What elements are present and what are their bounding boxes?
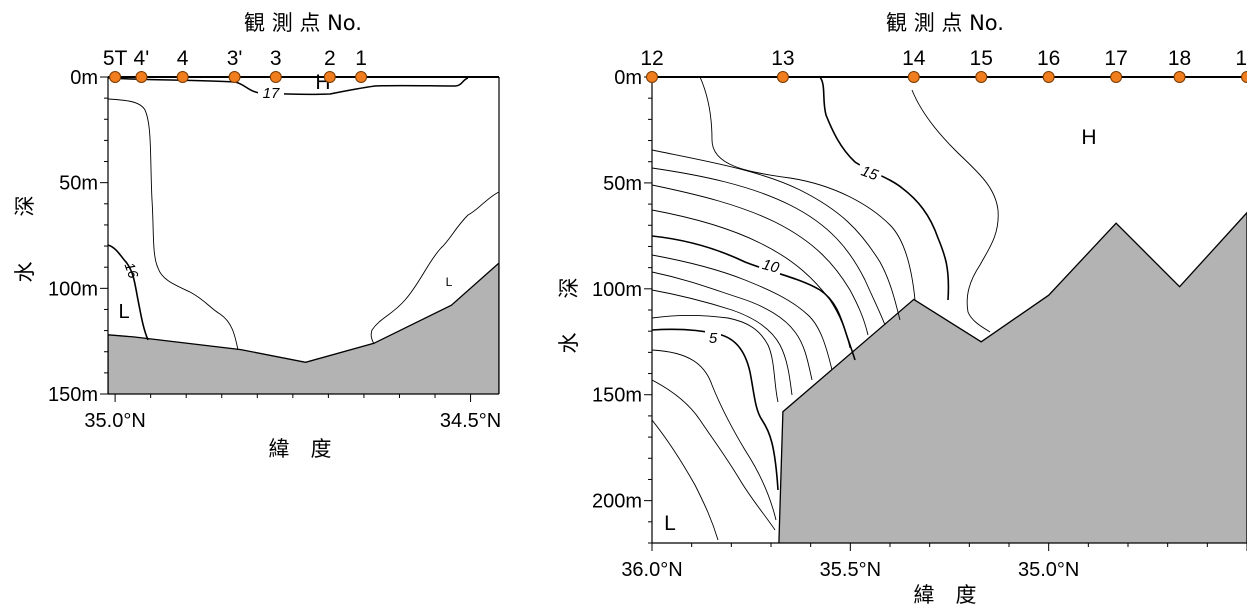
left-region-label-low: L: [118, 301, 129, 323]
left-latitude-tick-label: 34.5°N: [440, 410, 501, 432]
right-station-label: 14: [902, 47, 926, 70]
left-depth-axis: 0m 50m 100m 150m: [48, 67, 108, 406]
right-station-marker: [975, 71, 988, 83]
right-ylabel-char-2: 深: [557, 278, 581, 299]
right-depth-tick-label: 0m: [614, 67, 642, 89]
right-isotherm-g: [652, 289, 793, 396]
left-station-label: 4: [177, 47, 189, 70]
left-contour-lines: [108, 77, 499, 394]
right-station-label: 18: [1168, 47, 1191, 70]
right-station-label: 12: [640, 47, 663, 70]
right-isotherm-10: [652, 235, 856, 361]
left-depth-tick-label: 100m: [48, 278, 98, 300]
right-latitude-tick-label: 35.5°N: [820, 559, 881, 581]
left-station-label: 4': [134, 47, 150, 70]
right-contour-label-5: 5: [709, 330, 718, 347]
right-isotherm-a: [652, 149, 901, 321]
right-station-marker: [646, 71, 658, 83]
right-depth-tick-label: 50m: [603, 173, 642, 195]
right-isotherm-h: [652, 314, 779, 403]
right-isotherm-m: [911, 89, 999, 333]
right-isotherm-k: [652, 349, 777, 521]
left-depth-tick-label: 0m: [70, 67, 98, 89]
right-contour-label-10: 10: [760, 256, 781, 277]
right-station-label: 13: [771, 47, 794, 70]
right-station-marker: [1173, 71, 1186, 83]
left-station-label: 5T: [103, 47, 128, 70]
right-chart-title: 観 測 点 No.: [886, 11, 1004, 35]
left-xlabel: 緯 度: [269, 437, 332, 461]
left-station-label: 2: [324, 47, 336, 70]
right-station-marker: [1110, 71, 1123, 83]
right-region-label-low: L: [664, 512, 676, 535]
right-station-markers: 12 13 14 15 16 17 18 19: [640, 47, 1247, 83]
right-depth-tick-label: 200m: [592, 491, 642, 513]
left-seabed: [108, 262, 499, 394]
right-ylabel-char-1: 水: [557, 333, 581, 354]
left-station-label: 3': [227, 47, 243, 70]
left-isotherm-17: [108, 77, 469, 96]
right-station-label: 16: [1037, 47, 1060, 70]
right-isotherm-15: [819, 77, 950, 301]
right-region-label-high: H: [1081, 126, 1096, 149]
left-station-label: 1: [355, 47, 367, 70]
left-ylabel-char-2: 深: [13, 196, 37, 217]
right-latitude-tick-label: 35.0°N: [1018, 559, 1079, 581]
left-depth-tick-label: 150m: [48, 384, 98, 406]
right-contour-lines: [652, 77, 1247, 543]
right-station-marker: [776, 71, 789, 83]
left-ylabel-char-1: 水: [13, 262, 37, 283]
right-station-marker: [907, 71, 920, 83]
right-station-label: 17: [1104, 47, 1127, 70]
right-station-label: 19: [1235, 47, 1247, 70]
right-isotherm-i: [652, 379, 776, 531]
left-depth-tick-label: 50m: [59, 173, 98, 195]
right-xlabel: 緯 度: [914, 583, 977, 607]
right-isotherm-l: [699, 77, 916, 301]
left-station-marker: [176, 71, 189, 83]
left-seabed-layer: [108, 262, 499, 394]
right-contour-label-15: 15: [859, 163, 881, 185]
left-isotherm-thin-2: [370, 191, 499, 345]
left-contour-label-17: 17: [263, 85, 280, 102]
left-region-label-low-small: L: [446, 275, 453, 289]
right-isotherm-e: [652, 254, 833, 371]
right-station-marker: [1042, 71, 1055, 83]
right-isotherm-c: [652, 184, 869, 336]
right-seabed: [778, 211, 1247, 543]
right-isotherm-b: [652, 167, 886, 326]
left-chart-title: 観 測 点 No.: [244, 11, 362, 35]
left-contour-label-16: 16: [122, 260, 142, 280]
left-latitude-axis: 35.0°N 34.5°N: [84, 394, 501, 432]
right-section-chart: 観 測 点 No.: [557, 11, 1247, 607]
right-station-marker: [1241, 71, 1247, 83]
left-station-marker: [355, 71, 368, 83]
left-station-marker: [269, 71, 282, 83]
right-isotherm-5: [652, 328, 779, 491]
right-isotherm-j: [652, 419, 719, 541]
right-seabed-layer: [778, 211, 1247, 543]
left-latitude-tick-label: 35.0°N: [84, 410, 145, 432]
right-depth-tick-label: 150m: [592, 385, 642, 407]
left-station-label: 3: [270, 47, 282, 70]
left-station-marker: [228, 71, 241, 83]
right-latitude-axis: 36.0°N 35.5°N 35.0°N: [621, 543, 1247, 581]
right-depth-tick-label: 100m: [592, 279, 642, 301]
left-isotherm-thin-1: [108, 98, 239, 351]
left-isotherm-16: [108, 244, 149, 341]
right-station-label: 15: [970, 47, 993, 70]
right-latitude-tick-label: 36.0°N: [621, 559, 682, 581]
left-station-marker: [323, 71, 336, 83]
right-depth-axis: 0m 50m 100m 150m 200m: [592, 67, 652, 544]
left-station-marker: [109, 71, 122, 83]
left-station-marker: [135, 71, 148, 83]
right-isotherm-f: [652, 271, 813, 381]
left-station-markers: 5T 4' 4 3' 3 2 1: [103, 47, 368, 83]
